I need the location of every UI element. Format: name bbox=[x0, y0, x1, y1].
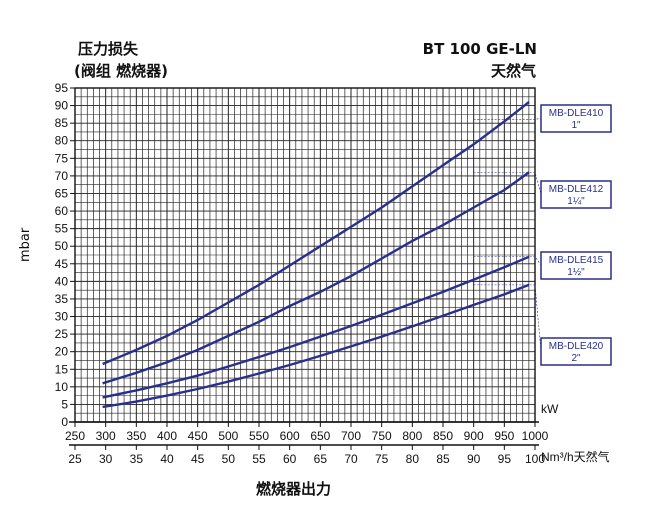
x-tick-label: 700 bbox=[341, 429, 361, 443]
series-label-size: 1" bbox=[571, 120, 581, 131]
y-tick-label: 70 bbox=[55, 169, 69, 183]
x-tick-label: 800 bbox=[402, 429, 422, 443]
burner-model-title: BT 100 GE-LN bbox=[422, 40, 537, 58]
y-tick-label: 45 bbox=[55, 257, 69, 271]
x2-tick-label: 30 bbox=[99, 452, 113, 466]
y-tick-label: 80 bbox=[55, 134, 69, 148]
y-tick-label: 95 bbox=[55, 81, 69, 95]
y-tick-label: 55 bbox=[55, 222, 69, 236]
x2-tick-label: 100 bbox=[525, 452, 545, 466]
y-tick-label: 10 bbox=[55, 380, 69, 394]
series-label-name: MB-DLE410 bbox=[549, 108, 604, 119]
x2-tick-label: 90 bbox=[467, 452, 481, 466]
fuel-type-title: 天然气 bbox=[490, 62, 536, 80]
x2-tick-label: 70 bbox=[344, 452, 358, 466]
y-tick-label: 40 bbox=[55, 274, 69, 288]
x2-tick-label: 25 bbox=[68, 452, 82, 466]
y-tick-label: 50 bbox=[55, 239, 69, 253]
x-tick-label: 550 bbox=[249, 429, 269, 443]
x-tick-label: 650 bbox=[310, 429, 330, 443]
series-label-box bbox=[540, 251, 612, 280]
series-leader-line bbox=[473, 117, 542, 120]
y-tick-label: 15 bbox=[55, 362, 69, 376]
series-label-size: 1¼" bbox=[567, 195, 585, 207]
y-tick-label: 90 bbox=[55, 99, 69, 113]
x2-tick-label: 85 bbox=[436, 452, 450, 466]
y-tick-label: 75 bbox=[55, 151, 69, 165]
x-tick-label: 1000 bbox=[522, 429, 549, 443]
x-tick-label: 250 bbox=[65, 429, 85, 443]
chart-title-left: 压力损失 bbox=[78, 40, 139, 58]
x-tick-label: 450 bbox=[188, 429, 208, 443]
y-tick-label: 35 bbox=[55, 292, 69, 306]
x2-tick-label: 65 bbox=[314, 452, 328, 466]
y-axis-label: mbar bbox=[18, 227, 33, 262]
y-tick-label: 30 bbox=[55, 310, 69, 324]
series-label-name: MB-DLE420 bbox=[549, 341, 604, 352]
y-tick-label: 20 bbox=[55, 345, 69, 359]
x-tick-label: 900 bbox=[464, 429, 484, 443]
series-leader-line bbox=[473, 256, 542, 266]
x-tick-label: 850 bbox=[433, 429, 453, 443]
series-line bbox=[102, 283, 530, 409]
x-tick-label: 750 bbox=[372, 429, 392, 443]
x-axis-label: 燃烧器出力 bbox=[256, 480, 332, 498]
y-tick-label: 60 bbox=[55, 204, 69, 218]
series-leader-line bbox=[473, 284, 542, 352]
x2-tick-label: 40 bbox=[160, 452, 174, 466]
x2-axis-unit: Nm³/h天然气 bbox=[541, 449, 610, 464]
series-label-box bbox=[540, 104, 612, 133]
x-tick-label: 500 bbox=[218, 429, 238, 443]
x2-tick-label: 60 bbox=[283, 452, 297, 466]
series-line bbox=[102, 101, 530, 366]
x-tick-label: 600 bbox=[280, 429, 300, 443]
x-axis-unit-kw: kW bbox=[541, 402, 559, 416]
x2-tick-label: 50 bbox=[222, 452, 236, 466]
x-tick-label: 300 bbox=[96, 429, 116, 443]
y-tick-label: 85 bbox=[55, 116, 69, 130]
chart-subtitle-left: (阀组 燃烧器) bbox=[74, 62, 168, 80]
x2-tick-label: 75 bbox=[375, 452, 389, 466]
series-line bbox=[102, 171, 530, 385]
series-label-box bbox=[540, 180, 612, 209]
series-label-box bbox=[540, 337, 612, 366]
y-tick-label: 0 bbox=[61, 415, 68, 429]
series-label-size: 2" bbox=[571, 353, 581, 364]
x2-tick-label: 35 bbox=[130, 452, 144, 466]
x-tick-label: 950 bbox=[494, 429, 514, 443]
x2-tick-label: 45 bbox=[191, 452, 205, 466]
y-tick-label: 5 bbox=[61, 397, 68, 411]
series-leader-line bbox=[473, 172, 542, 195]
x-tick-label: 350 bbox=[126, 429, 146, 443]
series-label-name: MB-DLE415 bbox=[549, 255, 604, 266]
y-tick-label: 25 bbox=[55, 327, 69, 341]
series-label-name: MB-DLE412 bbox=[549, 184, 604, 195]
series-label-size: 1½" bbox=[567, 267, 585, 278]
series-line bbox=[102, 255, 530, 399]
x-tick-label: 400 bbox=[157, 429, 177, 443]
y-tick-label: 65 bbox=[55, 186, 69, 200]
x2-tick-label: 95 bbox=[498, 452, 512, 466]
x2-tick-label: 55 bbox=[252, 452, 266, 466]
x2-tick-label: 80 bbox=[406, 452, 420, 466]
